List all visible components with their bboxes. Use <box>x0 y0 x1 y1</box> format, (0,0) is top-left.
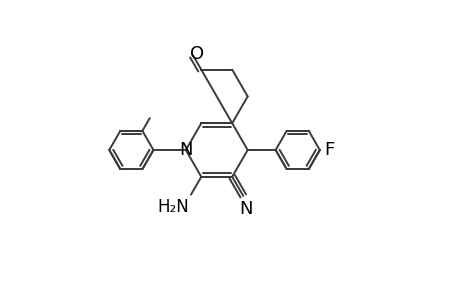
Text: N: N <box>239 200 252 218</box>
Text: H₂N: H₂N <box>157 198 189 216</box>
Text: N: N <box>179 141 192 159</box>
Text: F: F <box>324 141 334 159</box>
Text: O: O <box>190 45 204 63</box>
